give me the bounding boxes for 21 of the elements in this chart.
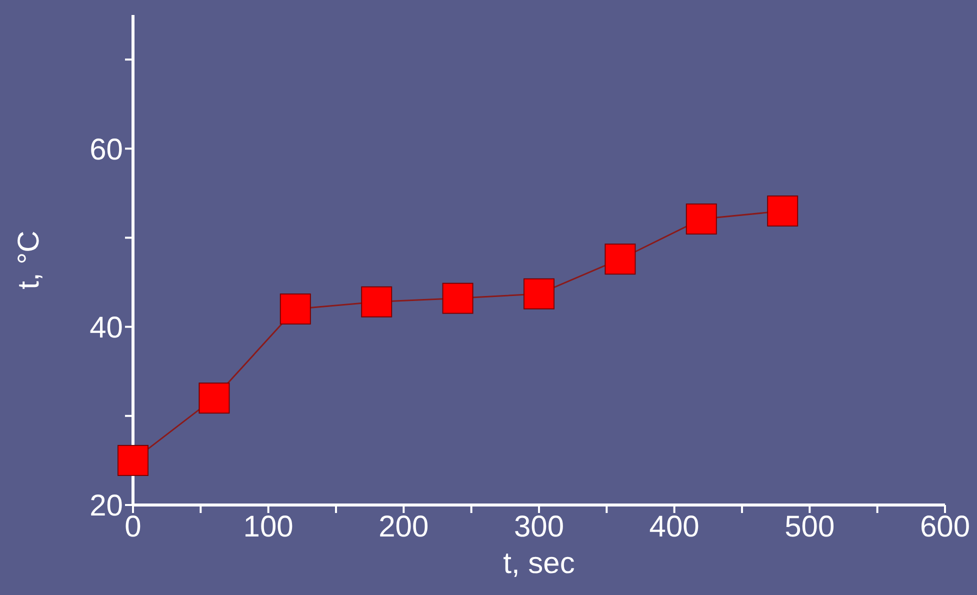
point — [524, 278, 554, 310]
y-tick-label: 40 — [90, 311, 123, 344]
y-axis-title: t, °C — [12, 230, 46, 290]
x-tick-label: 600 — [920, 510, 970, 544]
point — [280, 294, 311, 324]
point — [686, 204, 717, 235]
point — [767, 196, 798, 226]
x-tick-label: 500 — [784, 510, 835, 544]
point — [198, 382, 230, 414]
x-tick-label: 300 — [514, 510, 564, 544]
y-tick-label: 60 — [90, 133, 123, 166]
point — [604, 244, 636, 275]
y-tick-label: 20 — [90, 490, 123, 523]
x-tick-label: 0 — [124, 510, 142, 544]
x-axis-title: t, sec — [503, 547, 575, 580]
point — [442, 282, 474, 314]
point — [361, 286, 392, 318]
point — [118, 444, 148, 476]
x-tick-label: 400 — [649, 510, 700, 544]
x-tick-label: 100 — [243, 510, 294, 544]
x-tick-label: 200 — [378, 510, 429, 544]
